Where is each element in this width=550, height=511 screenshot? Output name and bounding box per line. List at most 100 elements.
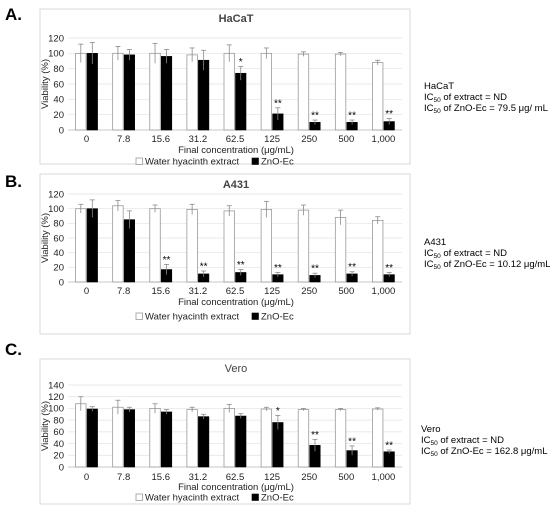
y-tick-label: 20 [53, 110, 64, 121]
x-tick-label: 15.6 [152, 134, 171, 145]
bar-extract-7 [334, 409, 347, 468]
x-tick-label: 0 [84, 134, 89, 145]
note-cell-line: HaCaT [424, 81, 454, 92]
chart-frame [39, 8, 411, 165]
y-tick-label: 20 [53, 263, 64, 274]
y-tick-label: 20 [53, 451, 64, 462]
legend-label-znoec: ZnO-Ec [261, 493, 294, 504]
x-tick-label: 125 [264, 472, 280, 483]
bar-extract-4 [223, 210, 235, 283]
legend-swatch-znoec [251, 312, 259, 320]
x-axis-label: Final concentration (μg/mL) [178, 482, 294, 493]
x-tick-label: 31.2 [189, 134, 208, 145]
x-tick-label: 125 [264, 286, 280, 297]
bar-extract-0 [75, 403, 87, 468]
bar-znoec-0 [86, 208, 98, 283]
bar-extract-2 [149, 208, 161, 283]
bar-extract-2 [149, 408, 161, 468]
bar-extract-7 [334, 217, 347, 283]
bar-extract-4 [223, 408, 235, 468]
legend-label-znoec: ZnO-Ec [261, 312, 294, 323]
x-tick-label: 62.5 [226, 286, 245, 297]
note-line-1: IC50 of extract = ND [424, 248, 507, 260]
bar-extract-3 [186, 54, 198, 131]
y-tick-label: 120 [48, 392, 64, 403]
x-tick-label: 15.6 [152, 472, 171, 483]
chart-title: Vero [225, 363, 248, 375]
bar-extract-4 [223, 52, 235, 131]
bar-extract-0 [75, 208, 87, 283]
x-tick-label: 250 [301, 134, 317, 145]
x-tick-label: 250 [301, 472, 317, 483]
chart-frame [39, 358, 411, 505]
y-axis-label: Viability (%) [40, 59, 51, 109]
x-tick-label: 62.5 [226, 134, 245, 145]
x-tick-label: 500 [338, 134, 354, 145]
bar-extract-0 [75, 52, 87, 131]
bar-znoec-1 [123, 219, 135, 283]
y-tick-label: 120 [48, 189, 64, 200]
significance-marker: ** [311, 111, 319, 122]
bar-znoec-3 [198, 416, 210, 468]
y-tick-label: 100 [48, 49, 64, 60]
y-tick-label: 0 [59, 462, 64, 473]
x-tick-label: 1,000 [372, 134, 396, 145]
y-tick-label: 100 [48, 204, 64, 215]
y-tick-label: 0 [59, 125, 64, 136]
y-tick-label: 120 [48, 33, 64, 44]
legend-swatch-extract [135, 157, 143, 165]
bar-znoec-2 [160, 411, 173, 468]
y-tick-label: 80 [53, 219, 64, 230]
bar-extract-8 [372, 62, 384, 131]
note-cell-line: Vero [421, 424, 441, 435]
note-line-1: IC50 of extract = ND [424, 92, 507, 104]
chart-title: A431 [223, 179, 249, 191]
significance-marker: ** [200, 262, 208, 273]
bar-znoec-4 [235, 72, 247, 131]
x-tick-label: 500 [338, 472, 354, 483]
legend-label-extract: Water hyacinth extract [145, 493, 240, 504]
bar-extract-3 [186, 208, 198, 283]
bar-znoec-1 [123, 409, 135, 468]
y-tick-label: 60 [53, 79, 64, 90]
bar-znoec-0 [86, 53, 98, 131]
y-tick-label: 80 [53, 415, 64, 426]
note-cell-line: A431 [424, 237, 446, 248]
x-tick-label: 0 [84, 472, 89, 483]
y-axis-label: Viability (%) [40, 401, 51, 451]
significance-marker: ** [311, 264, 319, 275]
chart-panel-2: B. A431 0 20 40 60 80 100 120 Viability (%) 0 7.8 **… [5, 172, 550, 335]
note-line-2: IC50 of ZnO-Ec = 79.5 μg/ mL [424, 103, 548, 115]
significance-marker: ** [385, 441, 393, 452]
bar-extract-5 [260, 52, 273, 131]
chart-panel-1: A. HaCaT 0 20 40 60 80 100 120 Viability (%) 0 7.8 1… [5, 5, 548, 168]
x-tick-label: 1,000 [372, 472, 396, 483]
bar-extract-2 [149, 52, 161, 131]
significance-marker: ** [385, 263, 393, 274]
significance-marker: ** [274, 98, 282, 109]
legend: Water hyacinth extract ZnO-Ec [135, 157, 294, 168]
bar-extract-8 [372, 408, 384, 468]
bar-extract-7 [334, 53, 347, 131]
bar-znoec-4 [235, 415, 247, 468]
y-axis-label: Viability (%) [40, 213, 51, 263]
bar-extract-5 [260, 208, 273, 283]
y-tick-label: 0 [59, 277, 64, 288]
x-tick-label: 31.2 [189, 286, 208, 297]
legend-swatch-extract [135, 312, 143, 320]
panel-letter: C. [5, 340, 22, 359]
y-tick-label: 40 [53, 439, 64, 450]
significance-marker: ** [237, 260, 245, 271]
bar-znoec-1 [123, 54, 135, 131]
y-tick-label: 60 [53, 427, 64, 438]
bar-extract-6 [297, 53, 310, 131]
legend-label-znoec: ZnO-Ec [261, 157, 294, 168]
x-tick-label: 7.8 [117, 286, 130, 297]
y-tick-label: 80 [53, 64, 64, 75]
x-tick-label: 125 [264, 134, 280, 145]
legend-swatch-extract [135, 493, 143, 501]
bar-znoec-3 [198, 59, 210, 131]
y-tick-label: 140 [48, 380, 64, 391]
